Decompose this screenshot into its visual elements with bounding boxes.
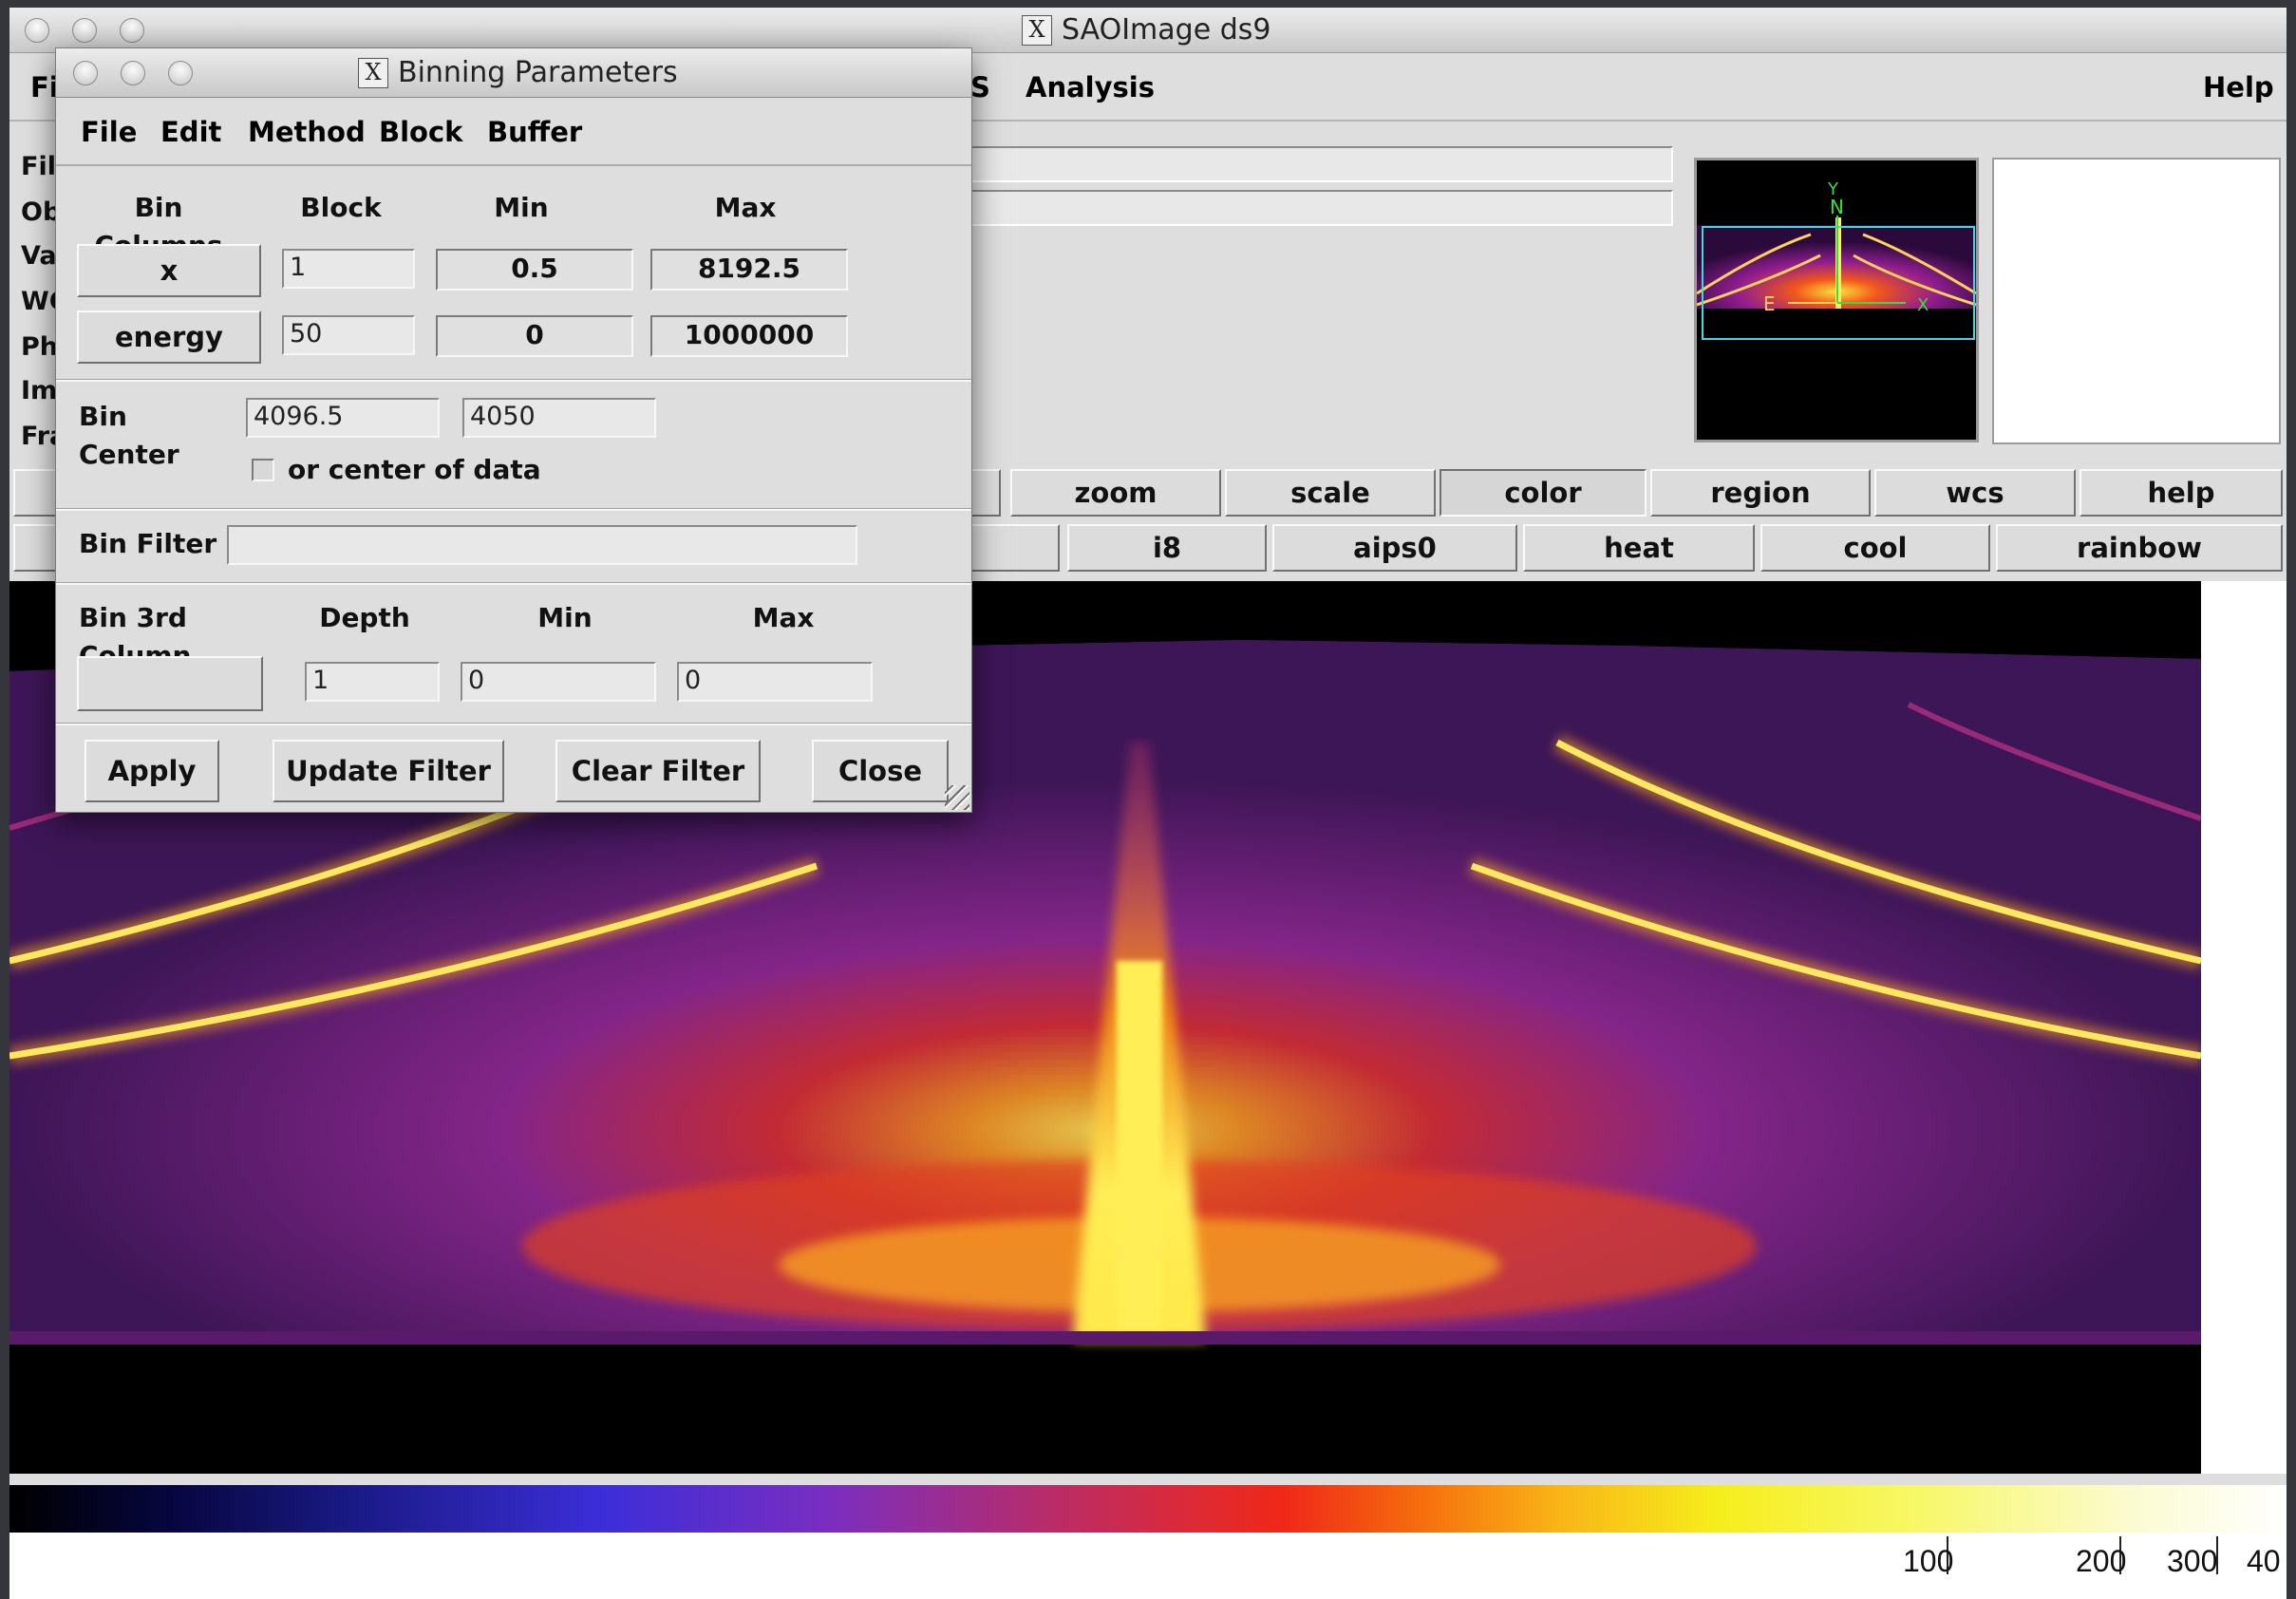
info-object-field bbox=[969, 190, 1673, 226]
menu-help[interactable]: Help bbox=[2203, 71, 2274, 103]
dialog-menubar: File Edit Method Block Buffer bbox=[56, 98, 971, 166]
dialog-close-button[interactable] bbox=[73, 61, 98, 85]
magnifier bbox=[1992, 158, 2281, 444]
window-title-text: SAOImage ds9 bbox=[1062, 13, 1271, 47]
bin-center-label: Bin Center bbox=[79, 401, 179, 470]
bin-column-x-menubutton[interactable]: x bbox=[77, 244, 261, 297]
dialog-menu-block[interactable]: Block bbox=[379, 116, 463, 148]
depth-header: Depth bbox=[319, 602, 410, 633]
close-window-button[interactable] bbox=[25, 18, 49, 43]
block-energy-field[interactable]: 50 bbox=[282, 315, 415, 355]
colorbar-labels: 100 200 300 40 bbox=[9, 1533, 2287, 1599]
dialog-minimize-button[interactable] bbox=[121, 61, 145, 85]
separator bbox=[56, 723, 971, 725]
separator bbox=[56, 379, 971, 382]
resize-grip-icon[interactable] bbox=[945, 785, 969, 810]
image-display-margin bbox=[2201, 581, 2287, 1474]
info-label-object: Ob bbox=[21, 198, 62, 227]
button-cmap-aips0[interactable]: aips0 bbox=[1272, 524, 1517, 572]
dialog-menu-buffer[interactable]: Buffer bbox=[487, 116, 583, 148]
dialog-zoom-button[interactable] bbox=[168, 61, 193, 85]
button-cmap-i8[interactable]: i8 bbox=[1067, 524, 1267, 572]
button-cmap-heat[interactable]: heat bbox=[1523, 524, 1755, 572]
dialog-menu-file[interactable]: File bbox=[81, 116, 138, 148]
depth-field[interactable]: 1 bbox=[305, 662, 440, 702]
dialog-title: X Binning Parameters bbox=[358, 48, 678, 98]
3rd-min-field[interactable]: 0 bbox=[461, 662, 656, 702]
dialog-menu-edit[interactable]: Edit bbox=[160, 116, 222, 148]
colorbar-tick bbox=[1947, 1536, 1948, 1574]
colorbar[interactable] bbox=[9, 1485, 2287, 1533]
panner[interactable]: N Y E X bbox=[1694, 158, 1979, 442]
svg-text:E: E bbox=[1763, 292, 1776, 315]
3rd-max-header: Max bbox=[752, 602, 815, 633]
svg-text:N: N bbox=[1830, 196, 1844, 218]
colorbar-tick-label: 100 bbox=[1903, 1544, 1954, 1578]
svg-text:Y: Y bbox=[1827, 179, 1839, 199]
colorbar-tick-label: 300 bbox=[2167, 1544, 2218, 1578]
ds9-menubar: Fi S Analysis Help bbox=[9, 53, 2287, 122]
3rd-max-field[interactable]: 0 bbox=[677, 662, 873, 702]
image-display-canvas bbox=[7, 640, 2204, 1345]
center-of-data-checkbox[interactable] bbox=[252, 459, 274, 481]
bin-3rd-column-menubutton[interactable] bbox=[77, 656, 263, 711]
button-help[interactable]: help bbox=[2080, 469, 2283, 517]
bin-column-energy-menubutton[interactable]: energy bbox=[77, 310, 261, 364]
max-header: Max bbox=[714, 192, 777, 223]
dialog-menu-method[interactable]: Method bbox=[248, 116, 366, 148]
colorbar-tick-label: 200 bbox=[2076, 1544, 2127, 1578]
center-of-data-label: or center of data bbox=[288, 454, 541, 485]
block-header: Block bbox=[300, 192, 382, 223]
max-energy-field[interactable]: 1000000 bbox=[650, 315, 848, 357]
min-energy-field[interactable]: 0 bbox=[436, 315, 633, 357]
button-scale[interactable]: scale bbox=[1225, 469, 1436, 517]
button-zoom[interactable]: zoom bbox=[1010, 469, 1221, 517]
zoom-window-button[interactable] bbox=[120, 18, 144, 43]
dialog-titlebar[interactable]: X Binning Parameters bbox=[56, 48, 971, 98]
separator bbox=[56, 582, 971, 585]
menu-file[interactable]: Fi bbox=[30, 71, 59, 103]
info-label-physical: Ph bbox=[21, 332, 59, 362]
bin-center-x-field[interactable]: 4096.5 bbox=[246, 398, 440, 438]
bin-filter-label: Bin Filter bbox=[79, 528, 217, 559]
max-x-field[interactable]: 8192.5 bbox=[650, 249, 848, 291]
window-title: X SAOImage ds9 bbox=[1022, 8, 1270, 53]
button-region[interactable]: region bbox=[1650, 469, 1871, 517]
min-x-field[interactable]: 0.5 bbox=[436, 249, 633, 291]
colorbar-tick-label: 40 bbox=[2247, 1544, 2281, 1578]
bin-filter-field[interactable] bbox=[227, 525, 857, 565]
colorbar-tick bbox=[2119, 1536, 2121, 1574]
apply-button[interactable]: Apply bbox=[85, 740, 219, 802]
menu-analysis[interactable]: Analysis bbox=[1026, 71, 1155, 103]
binning-dialog: X Binning Parameters File Edit Method Bl… bbox=[55, 47, 972, 813]
button-cmap-rainbow[interactable]: rainbow bbox=[1996, 524, 2283, 572]
button-wcs[interactable]: wcs bbox=[1874, 469, 2076, 517]
colorbar-tick bbox=[2216, 1536, 2218, 1574]
button-color[interactable]: color bbox=[1440, 469, 1647, 517]
update-filter-button[interactable]: Update Filter bbox=[273, 740, 504, 802]
info-file-field bbox=[969, 146, 1673, 182]
block-x-field[interactable]: 1 bbox=[282, 249, 415, 289]
minimize-window-button[interactable] bbox=[72, 18, 97, 43]
3rd-min-header: Min bbox=[537, 602, 593, 633]
close-button[interactable]: Close bbox=[812, 740, 949, 802]
button-cmap-cool[interactable]: cool bbox=[1760, 524, 1990, 572]
bin-center-y-field[interactable]: 4050 bbox=[462, 398, 656, 438]
clear-filter-button[interactable]: Clear Filter bbox=[555, 740, 761, 802]
separator bbox=[56, 508, 971, 511]
x11-icon: X bbox=[358, 58, 388, 88]
min-header: Min bbox=[494, 192, 549, 223]
x11-icon: X bbox=[1022, 15, 1052, 46]
menu-wcs[interactable]: S bbox=[970, 71, 990, 103]
panner-thumbnail: N Y E X bbox=[1696, 179, 1977, 340]
ds9-titlebar[interactable]: X SAOImage ds9 bbox=[9, 8, 2287, 53]
svg-text:X: X bbox=[1917, 295, 1929, 315]
dialog-title-text: Binning Parameters bbox=[398, 56, 678, 89]
